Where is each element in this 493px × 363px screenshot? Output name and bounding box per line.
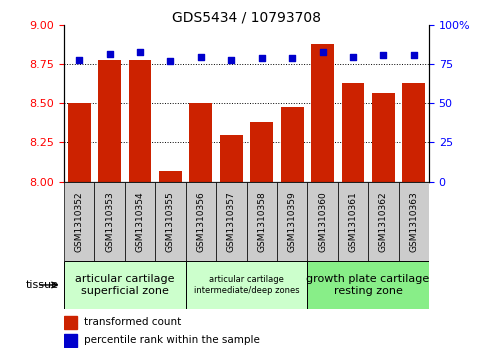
Bar	[216, 182, 246, 261]
Bar	[307, 261, 429, 309]
Point	[227, 57, 235, 63]
Bar	[98, 60, 121, 182]
Text: GSM1310362: GSM1310362	[379, 191, 388, 252]
Bar	[250, 122, 273, 182]
Point	[380, 52, 387, 58]
Text: articular cartilage
superficial zone: articular cartilage superficial zone	[75, 274, 175, 296]
Bar	[398, 182, 429, 261]
Text: GSM1310358: GSM1310358	[257, 191, 266, 252]
Point	[106, 50, 113, 56]
Text: GSM1310359: GSM1310359	[287, 191, 297, 252]
Text: GSM1310363: GSM1310363	[409, 191, 418, 252]
Point	[136, 49, 144, 55]
Bar	[189, 103, 212, 182]
Text: GSM1310355: GSM1310355	[166, 191, 175, 252]
Bar	[372, 93, 395, 182]
Text: GSM1310352: GSM1310352	[75, 191, 84, 252]
Point	[258, 55, 266, 61]
Bar	[186, 182, 216, 261]
Bar	[64, 182, 95, 261]
Point	[75, 57, 83, 63]
Text: growth plate cartilage
resting zone: growth plate cartilage resting zone	[307, 274, 430, 296]
Text: GSM1310361: GSM1310361	[349, 191, 357, 252]
Point	[197, 54, 205, 60]
Point	[410, 52, 418, 58]
Bar	[338, 182, 368, 261]
Point	[349, 54, 357, 60]
Bar	[368, 182, 398, 261]
Bar	[129, 60, 151, 182]
Bar	[342, 83, 364, 182]
Bar	[186, 261, 307, 309]
Text: GSM1310356: GSM1310356	[196, 191, 206, 252]
Bar	[307, 182, 338, 261]
Bar	[281, 107, 304, 182]
Bar	[125, 182, 155, 261]
Bar	[64, 334, 77, 347]
Text: GSM1310357: GSM1310357	[227, 191, 236, 252]
Bar	[220, 135, 243, 182]
Bar	[95, 182, 125, 261]
Bar	[64, 316, 77, 329]
Text: GSM1310360: GSM1310360	[318, 191, 327, 252]
Bar	[277, 182, 307, 261]
Text: GSM1310354: GSM1310354	[136, 191, 144, 252]
Text: percentile rank within the sample: percentile rank within the sample	[84, 335, 260, 345]
Bar	[402, 83, 425, 182]
Bar	[68, 103, 91, 182]
Bar	[311, 44, 334, 182]
Text: transformed count: transformed count	[84, 317, 181, 327]
Text: GSM1310353: GSM1310353	[105, 191, 114, 252]
Bar	[64, 261, 186, 309]
Text: articular cartilage
intermediate/deep zones: articular cartilage intermediate/deep zo…	[194, 275, 299, 295]
Bar	[159, 171, 182, 182]
Text: tissue: tissue	[26, 280, 59, 290]
Point	[318, 49, 326, 55]
Point	[167, 58, 175, 64]
Point	[288, 55, 296, 61]
Bar	[155, 182, 186, 261]
Title: GDS5434 / 10793708: GDS5434 / 10793708	[172, 10, 321, 24]
Bar	[246, 182, 277, 261]
